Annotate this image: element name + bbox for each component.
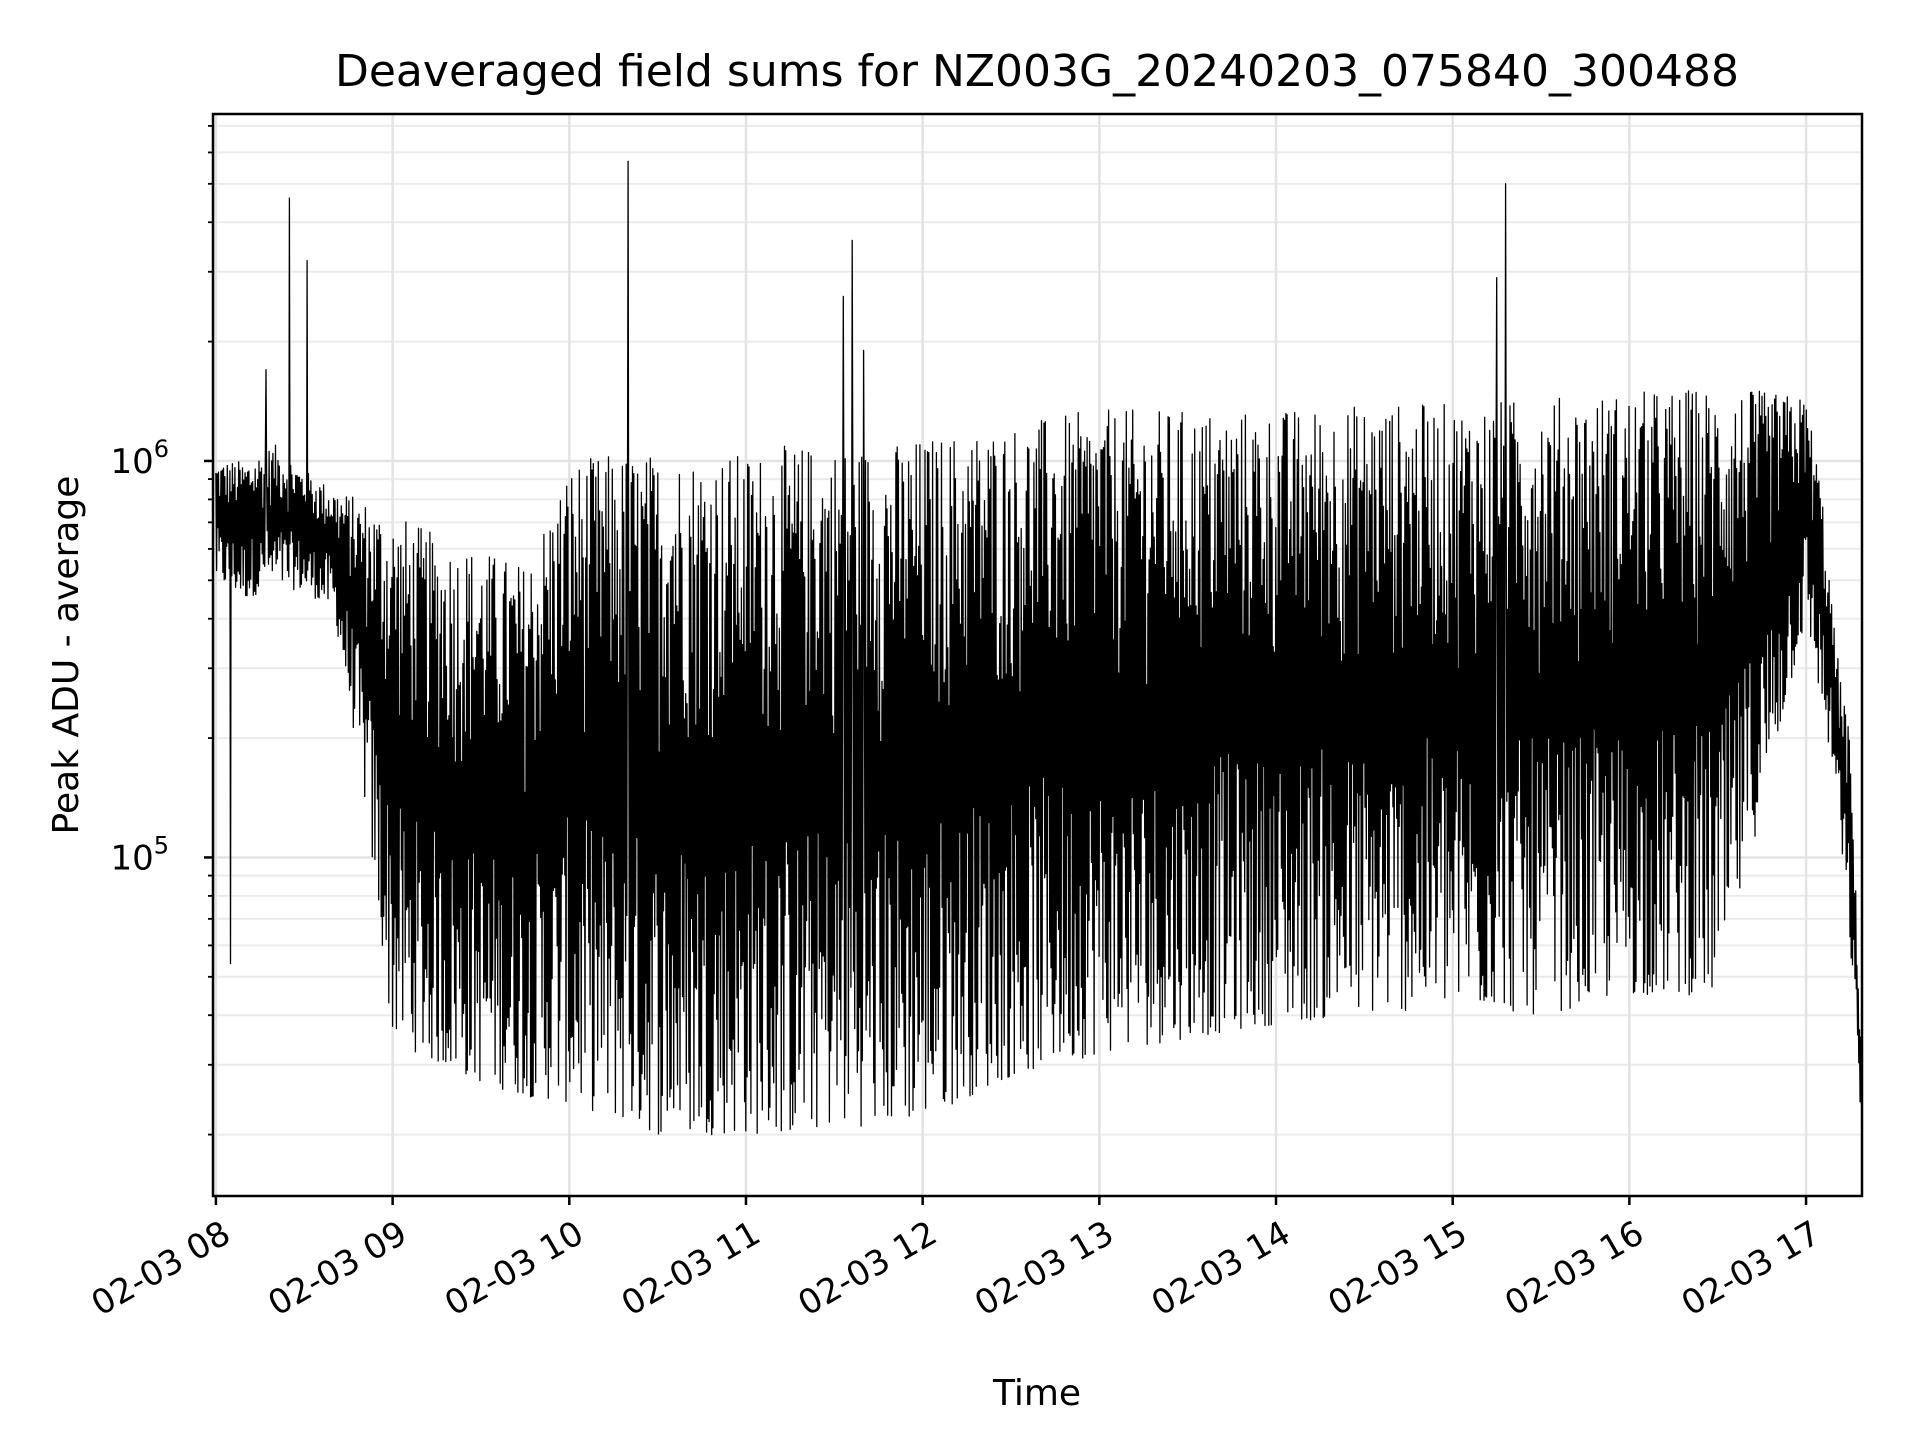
series-line — [215, 160, 1862, 1136]
y-tick-exponent: 5 — [154, 831, 169, 859]
chart-title: Deaveraged field sums for NZ003G_2024020… — [335, 46, 1739, 97]
series-layer — [215, 160, 1862, 1136]
plot-frame — [211, 112, 1864, 1198]
y-axis-label: Peak ADU - average — [46, 476, 87, 835]
y-tick-exponent: 6 — [154, 435, 169, 463]
y-tick-label: 105 — [110, 831, 169, 878]
y-tick-base: 10 — [110, 442, 153, 482]
y-tick-label: 106 — [110, 435, 169, 482]
x-axis-label: Time — [992, 1373, 1081, 1414]
y-tick-base: 10 — [110, 838, 153, 878]
